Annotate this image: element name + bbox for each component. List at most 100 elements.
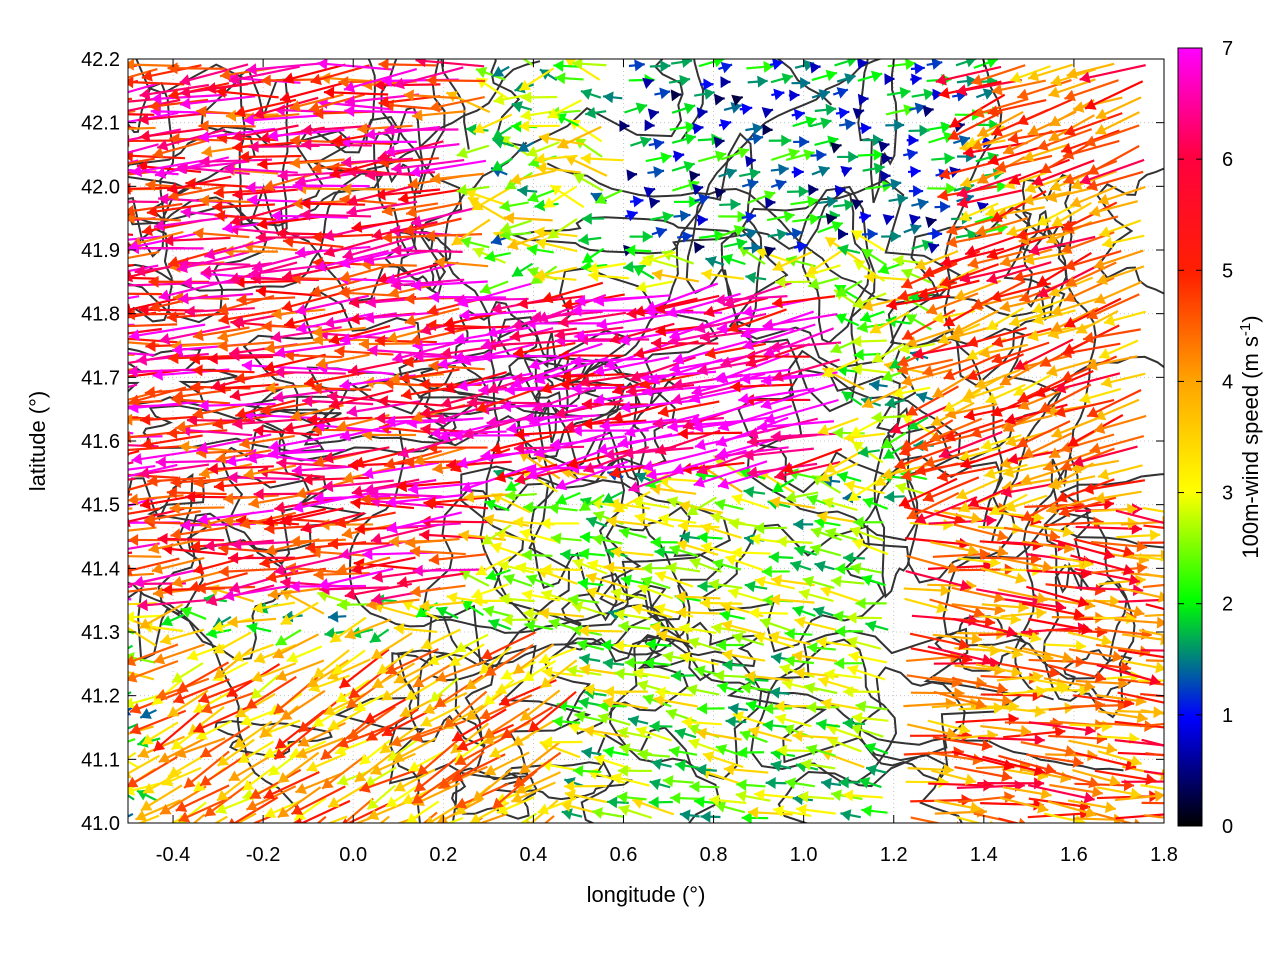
wind-arrow-head	[461, 600, 474, 612]
wind-arrow	[954, 765, 1013, 783]
wind-arrow-head	[1087, 749, 1098, 762]
wind-arrow-head	[964, 773, 976, 786]
wind-arrow-head	[128, 710, 132, 716]
wind-arrow-head	[162, 583, 173, 596]
wind-arrow-head	[578, 547, 590, 560]
wind-arrow-head	[579, 653, 591, 666]
wind-arrow	[754, 788, 794, 801]
wind-arrow	[591, 807, 624, 819]
wind-arrow	[1020, 741, 1077, 757]
wind-arrow-head	[990, 820, 994, 823]
wind-arrow-head	[561, 808, 573, 820]
wind-arrow	[1067, 631, 1113, 647]
wind-arrow-head	[717, 681, 729, 694]
wind-arrow-head	[842, 717, 854, 730]
wind-arrow-head	[58, 320, 68, 332]
wind-arrow-head	[336, 691, 348, 703]
wind-arrow-shaft	[128, 276, 159, 280]
wind-arrow-head	[643, 657, 655, 670]
wind-arrow	[688, 738, 724, 754]
wind-arrow	[772, 295, 836, 309]
wind-arrow-head	[785, 777, 796, 790]
wind-arrow-head	[96, 330, 107, 342]
wind-arrow	[689, 780, 720, 793]
wind-arrow-head	[624, 656, 635, 669]
contour-line	[451, 767, 538, 820]
wind-arrow	[263, 771, 320, 800]
wind-arrow-head	[618, 620, 629, 633]
wind-arrow-head	[616, 791, 628, 804]
wind-arrow-head	[483, 694, 496, 706]
wind-arrow-shaft	[429, 295, 507, 299]
wind-arrow	[484, 751, 530, 776]
wind-arrow	[617, 764, 652, 777]
wind-arrow-head	[159, 803, 172, 815]
contour-line	[801, 189, 871, 344]
wind-arrow-head	[495, 683, 508, 695]
wind-arrow	[159, 628, 205, 646]
wind-arrow-head	[484, 764, 497, 776]
wind-arrow-head	[193, 780, 206, 792]
wind-arrow-shaft	[1118, 598, 1164, 603]
wind-arrow-head	[217, 339, 228, 352]
wind-arrow	[697, 702, 725, 715]
wind-arrow-head	[1083, 791, 1095, 804]
wind-arrow-head	[429, 291, 440, 304]
wind-arrow-head	[187, 649, 199, 661]
wind-arrow	[1025, 753, 1084, 768]
wind-arrow-head	[865, 620, 877, 632]
wind-arrow-head	[251, 671, 264, 683]
wind-arrow-shaft	[346, 800, 395, 823]
wind-arrow	[836, 471, 862, 483]
wind-arrow-head	[217, 303, 229, 315]
contour-line	[857, 59, 898, 204]
wind-arrow-head	[63, 247, 74, 259]
wind-arrow-head	[263, 747, 276, 759]
wind-arrow-head	[240, 714, 253, 727]
wind-arrow-head	[483, 727, 496, 738]
wind-arrow-head	[213, 643, 226, 654]
wind-arrow-head	[675, 759, 686, 772]
wind-arrow	[719, 609, 746, 622]
wind-arrow-head	[449, 655, 462, 666]
wind-arrow	[602, 490, 624, 504]
wind-arrow-head	[394, 837, 406, 848]
wind-arrow	[764, 398, 839, 425]
wind-arrow	[1034, 370, 1094, 398]
wind-arrow-head	[744, 670, 756, 683]
wind-arrow-head	[101, 288, 111, 300]
wind-arrow	[521, 589, 561, 602]
wind-arrow	[137, 598, 208, 612]
wind-arrow-shaft	[197, 678, 256, 703]
wind-arrow	[740, 682, 771, 694]
wind-arrow-head	[140, 708, 152, 719]
wind-arrow-head	[834, 657, 845, 670]
wind-arrow	[581, 746, 602, 759]
wind-arrow-shaft	[128, 794, 135, 801]
wind-arrow-head	[103, 397, 113, 409]
wind-arrow	[1000, 705, 1046, 718]
wind-arrow-head	[175, 746, 187, 759]
wind-arrow	[748, 606, 789, 619]
wind-arrow	[1082, 328, 1141, 344]
wind-arrow-head	[155, 688, 168, 701]
wind-arrow-head	[1145, 773, 1157, 786]
wind-arrow	[170, 526, 228, 541]
contour-line	[533, 362, 599, 410]
wind-arrow-head	[168, 766, 180, 777]
wind-arrow	[410, 584, 466, 598]
wind-arrow-shaft	[128, 751, 137, 760]
contour-line	[334, 644, 592, 785]
wind-arrow-head	[94, 271, 104, 283]
wind-arrow	[977, 733, 1045, 746]
wind-arrow	[759, 617, 792, 632]
wind-arrow-head	[380, 742, 392, 754]
wind-arrow-head	[850, 723, 863, 736]
wind-arrow	[1117, 691, 1164, 704]
wind-arrow	[537, 796, 577, 815]
wind-arrow	[255, 285, 320, 298]
wind-arrow-head	[130, 723, 142, 735]
wind-arrow	[216, 738, 255, 767]
wind-arrow-head	[1154, 790, 1164, 802]
wind-arrow	[448, 643, 485, 667]
